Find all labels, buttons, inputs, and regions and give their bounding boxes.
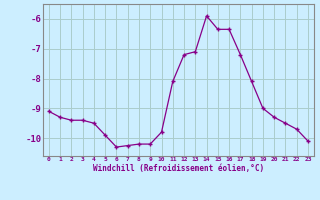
X-axis label: Windchill (Refroidissement éolien,°C): Windchill (Refroidissement éolien,°C) xyxy=(93,164,264,173)
